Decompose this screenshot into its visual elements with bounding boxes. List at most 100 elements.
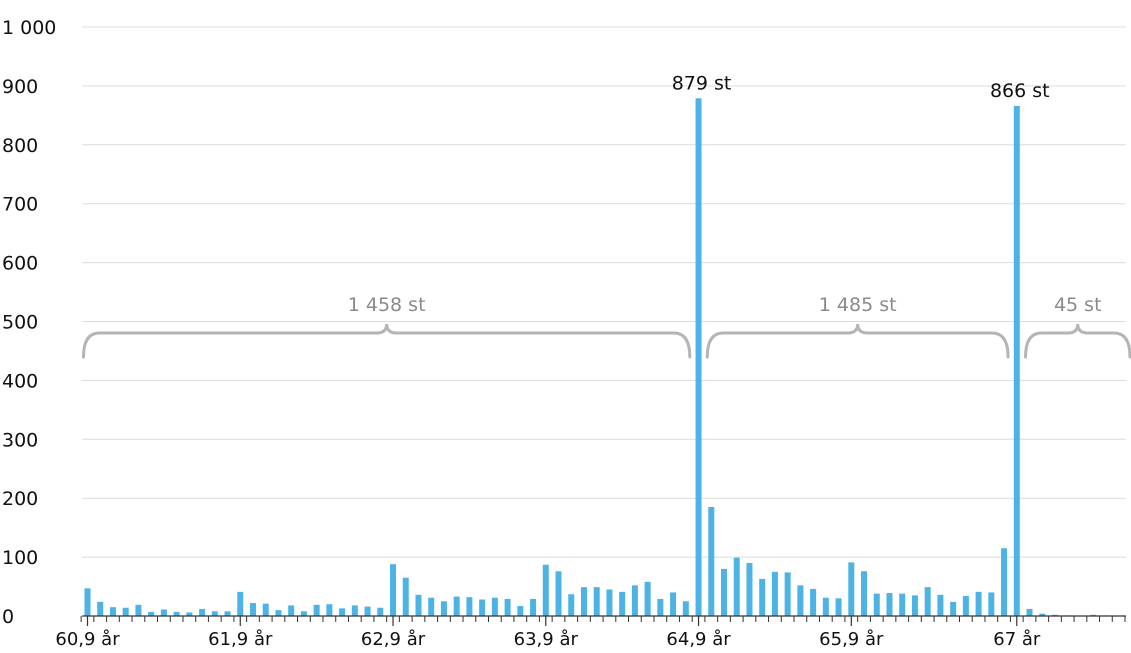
bar <box>479 599 486 616</box>
bar <box>402 577 409 616</box>
bar <box>504 598 511 616</box>
bar <box>339 608 346 616</box>
bar <box>466 597 473 616</box>
bar <box>975 591 982 616</box>
bar <box>835 598 842 616</box>
y-axis: 0 100 200 300 400 500 600 700 800 900 1 000 <box>2 17 56 628</box>
y-tick-label: 600 <box>2 253 38 275</box>
brace-annotations: 1 458 st 1 485 st 45 st <box>82 294 1131 359</box>
bar <box>326 604 333 616</box>
bar <box>453 596 460 616</box>
bar <box>861 571 868 616</box>
bar <box>911 595 918 616</box>
bar <box>517 605 524 616</box>
bar <box>886 593 893 616</box>
bar <box>530 598 537 616</box>
bar <box>606 589 613 616</box>
range-brace <box>82 323 692 359</box>
bar <box>288 605 295 616</box>
range-brace <box>1024 323 1131 359</box>
y-tick-label: 1 000 <box>2 17 56 39</box>
bar <box>555 571 562 616</box>
bar <box>899 593 906 616</box>
bar <box>848 562 855 616</box>
bar <box>771 571 778 616</box>
bar <box>97 601 104 616</box>
range-count-label: 45 st <box>1054 294 1102 316</box>
y-tick-label: 700 <box>2 194 38 216</box>
bar <box>1001 548 1008 616</box>
bar <box>275 610 282 616</box>
x-axis: 60,9 år 61,9 år 62,9 år 63,9 år 64,9 år 65,9 … <box>55 615 1126 650</box>
bar <box>364 606 371 616</box>
bar <box>249 603 256 616</box>
x-tick-label: 67 år <box>993 629 1041 650</box>
y-tick-label: 900 <box>2 76 38 98</box>
bar <box>300 611 307 616</box>
bar <box>377 607 384 616</box>
bar <box>568 594 575 616</box>
bar <box>84 588 91 616</box>
bar <box>428 597 435 616</box>
x-tick-label: 61,9 år <box>208 629 273 650</box>
bar <box>924 587 931 616</box>
bar <box>351 605 358 616</box>
bar <box>313 604 320 616</box>
bar <box>160 609 167 616</box>
x-tick-label: 60,9 år <box>55 629 120 650</box>
bar <box>657 598 664 616</box>
bar <box>873 593 880 616</box>
bar <box>797 585 804 616</box>
bar <box>440 601 447 616</box>
bar <box>580 587 587 616</box>
bar <box>682 601 689 616</box>
bar <box>173 611 180 616</box>
bar <box>122 607 129 616</box>
bar <box>670 592 677 616</box>
bar-value-label: 866 st <box>990 80 1050 102</box>
bar <box>491 597 498 616</box>
x-tick-label: 62,9 år <box>361 629 426 650</box>
bar <box>784 572 791 616</box>
bar <box>695 98 702 617</box>
y-tick-label: 0 <box>2 606 14 628</box>
range-brace <box>705 323 1010 359</box>
bar <box>135 604 142 616</box>
bar <box>199 608 206 616</box>
y-tick-label: 200 <box>2 488 38 510</box>
bar <box>759 578 766 616</box>
bar <box>619 591 626 616</box>
range-count-label: 1 458 st <box>348 294 426 316</box>
bar <box>746 562 753 616</box>
bar <box>148 611 155 616</box>
bar <box>733 557 740 616</box>
bar <box>810 588 817 616</box>
y-tick-label: 800 <box>2 135 38 157</box>
range-count-label: 1 485 st <box>819 294 897 316</box>
y-tick-label: 500 <box>2 312 38 334</box>
bar <box>593 587 600 616</box>
bar <box>721 568 727 616</box>
bars <box>84 98 1109 617</box>
bar <box>109 607 116 616</box>
x-tick-label: 63,9 år <box>514 629 579 650</box>
bar <box>542 564 549 616</box>
bar <box>224 611 231 616</box>
bar <box>822 597 829 616</box>
bar <box>415 594 422 616</box>
x-tick-label: 65,9 år <box>819 629 884 650</box>
bar <box>988 592 995 616</box>
bar <box>186 612 193 616</box>
bar <box>390 564 397 616</box>
bar <box>962 595 969 616</box>
bar <box>644 581 651 616</box>
bar <box>937 594 944 616</box>
bar <box>1013 105 1020 617</box>
bar <box>237 591 244 616</box>
y-tick-label: 100 <box>2 547 38 569</box>
bar <box>211 611 218 616</box>
y-tick-label: 300 <box>2 429 38 451</box>
bar <box>631 585 638 616</box>
bar <box>1026 608 1033 616</box>
